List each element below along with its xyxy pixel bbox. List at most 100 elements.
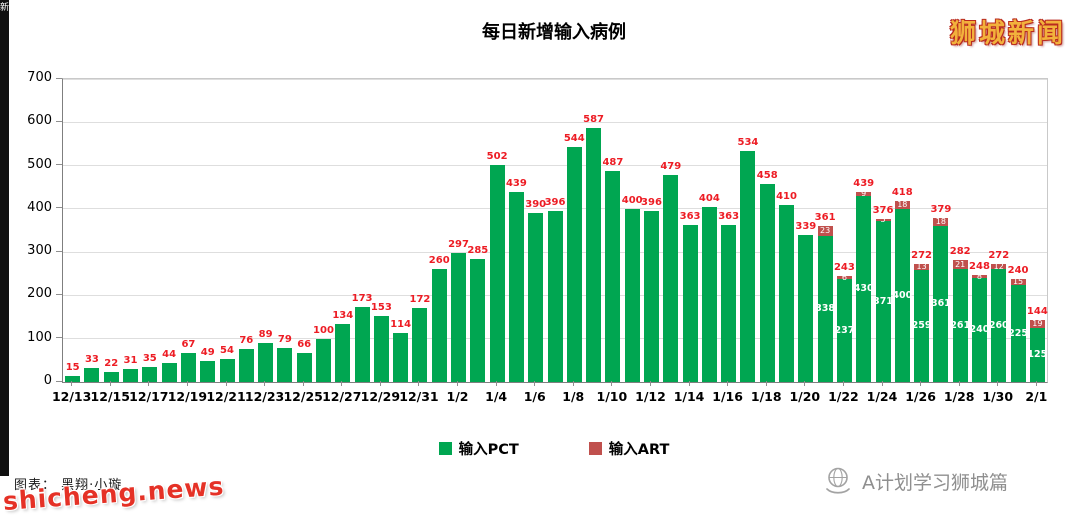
bar-total-label: 410 (776, 191, 797, 202)
bar-pct-segment (296, 353, 312, 382)
bar-total-label: 502 (486, 151, 508, 162)
bar-pct-segment (817, 236, 833, 382)
bar-art-label: 19 (1032, 319, 1043, 328)
bar-total-label: 100 (313, 325, 334, 336)
bar-pct-segment (200, 361, 216, 382)
bar-total-label: 79 (277, 334, 292, 345)
bar-total-label: 404 (698, 193, 720, 204)
y-axis-label: 500 (27, 156, 52, 172)
bar-art-label: 5 (880, 215, 886, 224)
bar-pct-segment (103, 372, 119, 382)
bar-total-label: 44 (162, 349, 177, 360)
x-axis-tick (418, 381, 420, 386)
bar-pct-segment (721, 225, 737, 382)
bar-total-label: 587 (583, 114, 605, 125)
bar-pct-label: 430 (853, 283, 874, 294)
bar-pct-segment (431, 269, 447, 382)
bar-art-segment (914, 264, 930, 270)
bar-total-label: 33 (84, 354, 99, 365)
bar-pct-segment (335, 324, 351, 382)
x-axis-tick (727, 381, 729, 386)
bar-pct-segment (875, 221, 891, 382)
bar-pct-segment (663, 175, 679, 382)
bar-art-segment (1029, 320, 1045, 328)
bar-total-label: 390 (525, 199, 547, 210)
legend-item-art: 输入ART (588, 438, 669, 459)
bar-total-label: 282 (949, 246, 971, 257)
x-axis-tick (495, 381, 497, 386)
y-axis-label: 700 (27, 70, 52, 85)
y-axis-tick (56, 293, 62, 295)
gridline (63, 78, 1047, 80)
bar-art-segment (856, 192, 872, 196)
bar-pct-segment (161, 363, 177, 382)
bar-art-segment (952, 260, 968, 269)
y-axis-tick (56, 250, 62, 252)
x-axis-tick (997, 381, 999, 386)
bar-pct-segment (643, 211, 659, 382)
bar-pct-segment (180, 353, 196, 382)
x-axis-tick (649, 381, 651, 386)
bar-pct-segment (1010, 285, 1026, 382)
bar-pct-segment (489, 165, 505, 382)
x-axis-label: 1/28 (943, 389, 975, 404)
bar-pct-segment (971, 278, 987, 382)
bar-pct-segment (412, 308, 428, 382)
x-axis-label: 1/4 (485, 389, 508, 404)
legend-label-pct: 输入PCT (458, 442, 519, 458)
bar-total-label: 172 (409, 294, 431, 305)
bar-pct-label: 338 (815, 303, 836, 314)
bar-total-label: 285 (467, 245, 489, 256)
bar-art-label: 21 (955, 259, 966, 269)
bar-total-label: 418 (891, 187, 913, 198)
legend-swatch-pct-icon (438, 442, 452, 455)
bar-pct-segment (84, 368, 100, 382)
bar-total-label: 379 (930, 204, 952, 215)
bar-total-label: 479 (660, 161, 682, 172)
bar-pct-segment (779, 205, 795, 382)
bar-art-label: 9 (861, 189, 867, 198)
left-edge-strip: 新 (0, 0, 9, 476)
x-axis-label: 1/16 (712, 389, 743, 404)
bar-art-segment (836, 276, 852, 279)
bar-pct-segment (894, 209, 910, 382)
x-axis-tick (148, 381, 150, 386)
bar-pct-label: 361 (930, 298, 951, 309)
y-axis-tick (56, 207, 62, 209)
bar-total-label: 363 (679, 211, 701, 222)
bar-pct-label: 260 (988, 319, 1009, 331)
bar-pct-segment (470, 259, 486, 382)
bar-total-label: 439 (505, 178, 527, 189)
x-axis-label: 12/31 (399, 389, 439, 404)
x-axis-label: 1/20 (789, 389, 821, 404)
x-axis-tick (842, 381, 844, 386)
bar-pct-segment (508, 192, 524, 382)
bar-pct-segment (798, 235, 814, 382)
bar-art-label: 6 (841, 272, 847, 282)
x-axis-label: 1/2 (446, 389, 469, 404)
bar-total-label: 153 (370, 302, 392, 313)
bar-pct-label: 225 (1008, 327, 1028, 339)
bar-pct-label: 259 (911, 320, 932, 331)
bar-pct-segment (856, 196, 872, 382)
globe-hand-icon (822, 465, 854, 497)
bar-total-label: 439 (853, 178, 875, 189)
x-axis-tick (341, 381, 343, 386)
y-axis-label: 100 (27, 329, 52, 345)
x-axis-tick (611, 381, 613, 386)
x-axis-label: 12/17 (129, 389, 169, 404)
bar-total-label: 363 (718, 211, 740, 222)
x-axis-tick (457, 381, 459, 386)
bar-total-label: 339 (795, 221, 817, 232)
x-axis-label: 1/8 (562, 389, 585, 404)
x-axis-label: 12/25 (283, 389, 323, 404)
x-axis-tick (804, 381, 806, 386)
bar-pct-segment (451, 253, 467, 382)
y-axis-tick (56, 337, 62, 339)
x-axis-tick (225, 381, 227, 386)
bar-art-label: 12 (993, 261, 1004, 271)
bar-art-label: 15 (1012, 277, 1024, 286)
bar-total-label: 361 (814, 212, 836, 223)
bar-art-segment (875, 219, 891, 221)
x-axis-tick (1035, 381, 1037, 386)
